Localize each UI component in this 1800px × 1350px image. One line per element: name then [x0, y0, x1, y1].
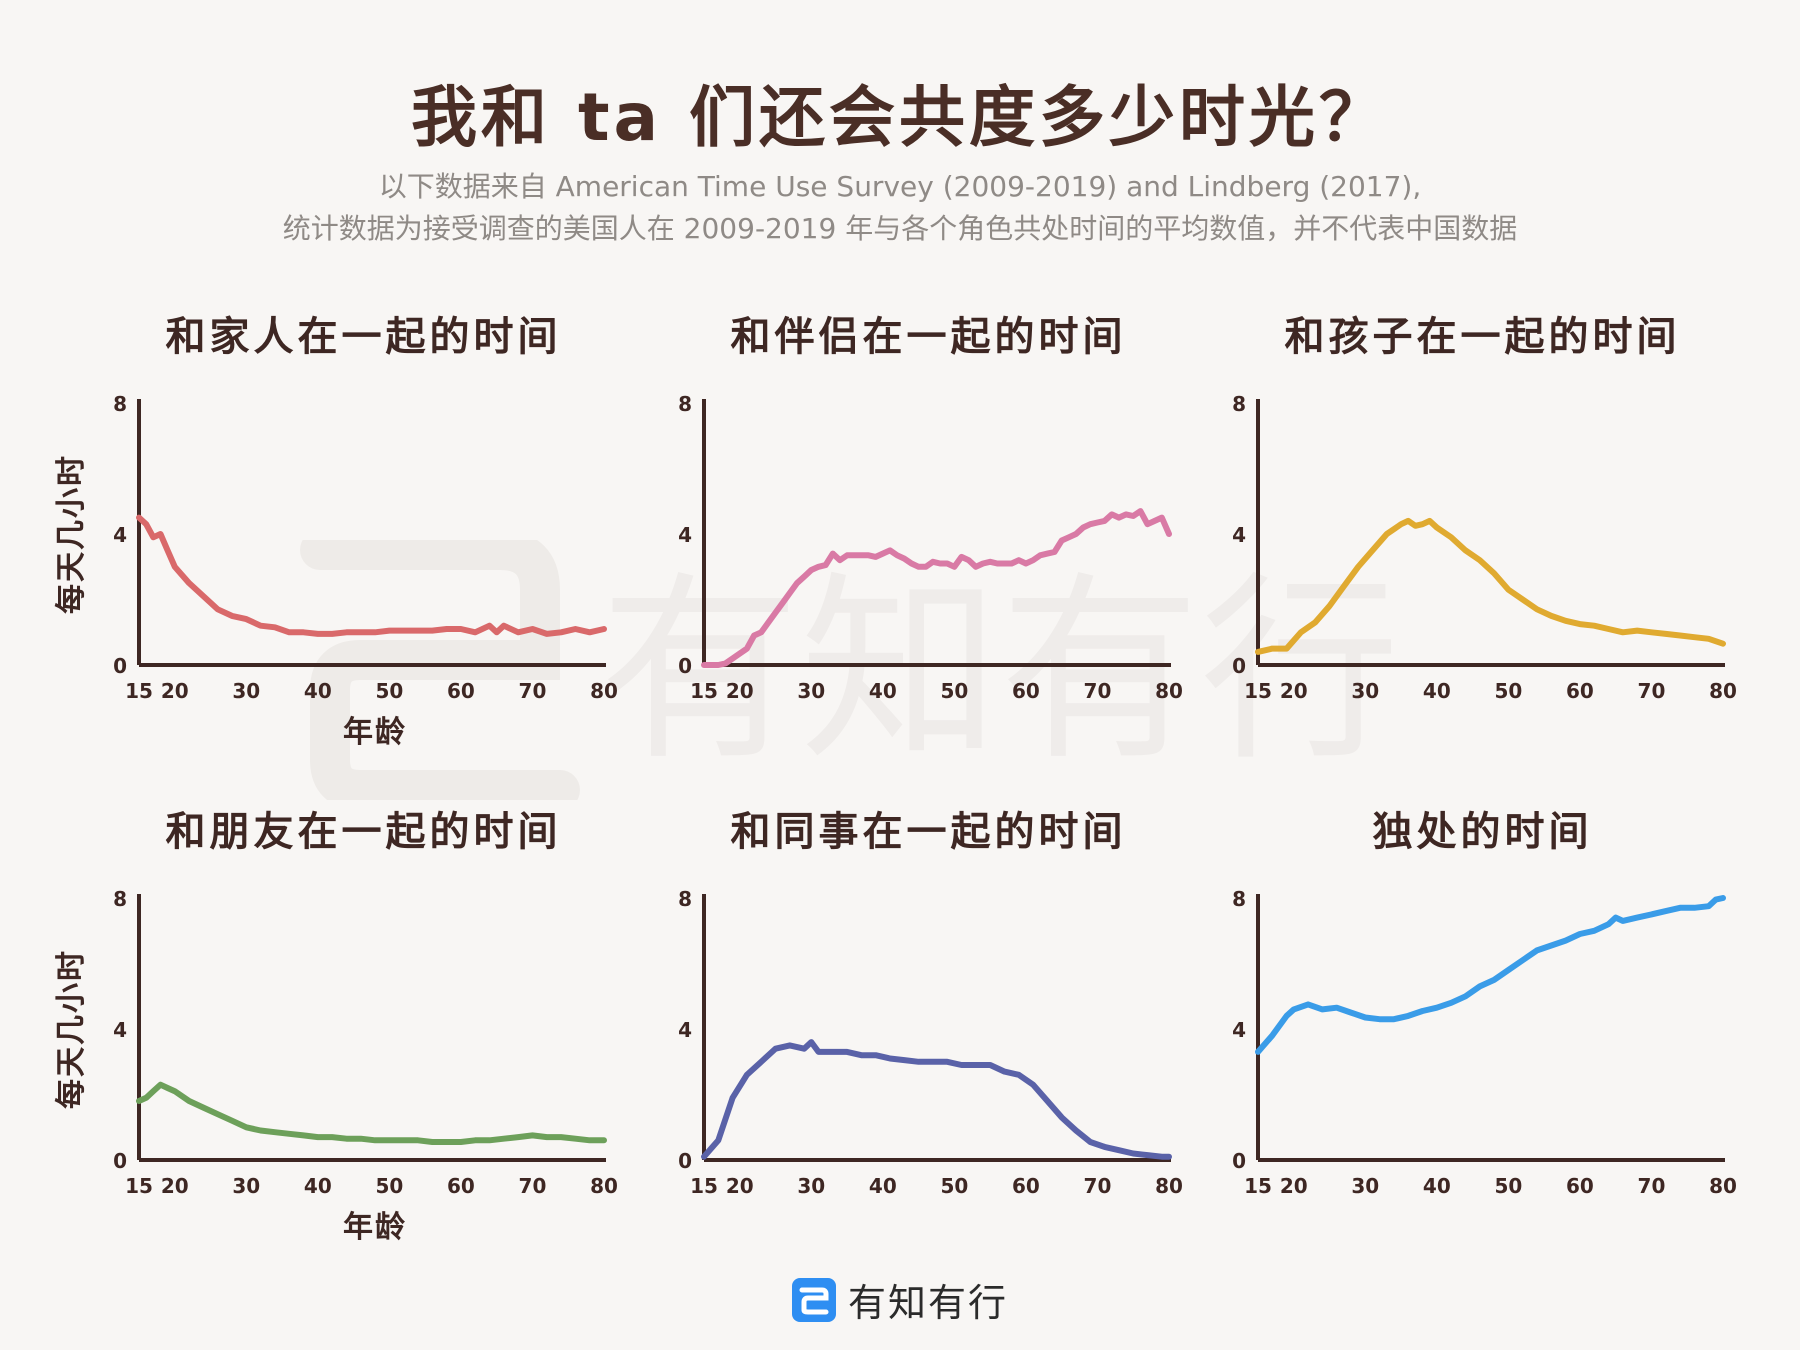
x-tick-label: 40 [1423, 679, 1451, 703]
x-tick-label: 15 [690, 1174, 718, 1198]
series-line [136, 1081, 607, 1145]
x-tick-label: 40 [304, 1174, 332, 1198]
chart-title: 和孩子在一起的时间 [1285, 314, 1681, 360]
x-tick-label: 30 [1351, 679, 1379, 703]
x-tick-label: 20 [1280, 1174, 1308, 1198]
chart-panel-3: 和孩子在一起的时间 0 4 8 15 20 30 40 50 60 70 80 [1232, 314, 1737, 703]
y-tick-label: 8 [1232, 392, 1246, 416]
y-tick-label: 4 [678, 523, 692, 547]
x-tick-label: 40 [1423, 1174, 1451, 1198]
y-tick-label: 4 [113, 1018, 127, 1042]
series-line [701, 1039, 1172, 1160]
x-tick-label: 20 [161, 1174, 189, 1198]
x-tick-label: 60 [1012, 679, 1040, 703]
chart-panel-5: 和同事在一起的时间 0 4 8 15 20 30 40 50 60 70 80 [678, 809, 1183, 1198]
y-tick-label: 8 [678, 887, 692, 911]
y-tick-label: 4 [678, 1018, 692, 1042]
x-tick-label: 30 [1351, 1174, 1379, 1198]
chart-title: 和伴侣在一起的时间 [731, 314, 1127, 360]
x-tick-label: 70 [1638, 679, 1666, 703]
y-tick-label: 0 [1232, 1149, 1246, 1173]
x-tick-label: 80 [1709, 679, 1737, 703]
x-tick-label: 15 [1244, 1174, 1272, 1198]
y-tick-label: 0 [1232, 654, 1246, 678]
y-axis-label: 每天几小时 [54, 454, 89, 614]
brand-logo-icon [791, 1277, 836, 1322]
footer: 有知有行 [0, 1272, 1800, 1327]
y-tick-label: 4 [113, 523, 127, 547]
series-line [1255, 517, 1726, 655]
x-tick-label: 60 [1566, 1174, 1594, 1198]
x-tick-label: 50 [375, 679, 403, 703]
y-tick-label: 4 [1232, 1018, 1246, 1042]
y-tick-label: 0 [113, 654, 127, 678]
x-tick-label: 60 [447, 1174, 475, 1198]
x-tick-label: 40 [869, 679, 897, 703]
x-axis-label: 年龄 [343, 1210, 407, 1245]
chart-title: 和朋友在一起的时间 [166, 809, 562, 855]
y-tick-label: 8 [678, 392, 692, 416]
x-tick-label: 70 [1084, 1174, 1112, 1198]
y-tick-label: 4 [1232, 523, 1246, 547]
y-tick-label: 0 [678, 1149, 692, 1173]
chart-title: 和家人在一起的时间 [166, 314, 562, 360]
y-tick-label: 8 [113, 392, 127, 416]
x-tick-label: 80 [590, 1174, 618, 1198]
subtitle-line-1: 以下数据来自 American Time Use Survey (2009-20… [378, 170, 1422, 203]
series-line [136, 514, 607, 637]
y-tick-label: 8 [113, 887, 127, 911]
y-axis-label: 每天几小时 [54, 949, 89, 1109]
y-tick-label: 0 [113, 1149, 127, 1173]
chart-panel-6: 独处的时间 0 4 8 15 20 30 40 50 60 70 80 [1232, 809, 1737, 1198]
x-tick-label: 50 [940, 1174, 968, 1198]
series-line [701, 508, 1172, 668]
x-tick-label: 40 [869, 1174, 897, 1198]
x-tick-label: 15 [690, 679, 718, 703]
x-tick-label: 80 [1155, 679, 1183, 703]
x-tick-label: 20 [1280, 679, 1308, 703]
x-tick-label: 30 [232, 679, 260, 703]
x-tick-label: 15 [125, 1174, 153, 1198]
brand-name: 有知有行 [847, 1281, 1008, 1325]
x-tick-label: 80 [590, 679, 618, 703]
page-title: 我和 ta 们还会共度多少时光？ [410, 79, 1390, 156]
x-tick-label: 70 [1084, 679, 1112, 703]
chart-title: 独处的时间 [1373, 809, 1593, 855]
x-tick-label: 50 [940, 679, 968, 703]
y-tick-label: 0 [678, 654, 692, 678]
x-tick-label: 30 [797, 1174, 825, 1198]
x-tick-label: 80 [1155, 1174, 1183, 1198]
chart-title: 和同事在一起的时间 [731, 809, 1127, 855]
x-tick-label: 20 [726, 1174, 754, 1198]
x-tick-label: 30 [797, 679, 825, 703]
x-tick-label: 50 [1494, 679, 1522, 703]
x-tick-label: 70 [519, 679, 547, 703]
x-tick-label: 80 [1709, 1174, 1737, 1198]
x-tick-label: 30 [232, 1174, 260, 1198]
x-tick-label: 40 [304, 679, 332, 703]
x-axis-label: 年龄 [343, 715, 407, 750]
subtitle-line-2: 统计数据为接受调查的美国人在 2009-2019 年与各个角色共处时间的平均数值… [282, 212, 1518, 245]
x-tick-label: 20 [726, 679, 754, 703]
subtitle: 以下数据来自 American Time Use Survey (2009-20… [0, 166, 1800, 250]
y-tick-label: 8 [1232, 887, 1246, 911]
x-tick-label: 60 [1566, 679, 1594, 703]
x-tick-label: 70 [519, 1174, 547, 1198]
chart-panel-2: 和伴侣在一起的时间 0 4 8 15 20 30 40 50 60 70 80 [678, 314, 1183, 703]
x-tick-label: 20 [161, 679, 189, 703]
x-tick-label: 70 [1638, 1174, 1666, 1198]
x-tick-label: 15 [125, 679, 153, 703]
x-tick-label: 60 [1012, 1174, 1040, 1198]
x-tick-label: 50 [375, 1174, 403, 1198]
series-line [1255, 895, 1726, 1055]
x-tick-label: 15 [1244, 679, 1272, 703]
x-tick-label: 50 [1494, 1174, 1522, 1198]
x-tick-label: 60 [447, 679, 475, 703]
